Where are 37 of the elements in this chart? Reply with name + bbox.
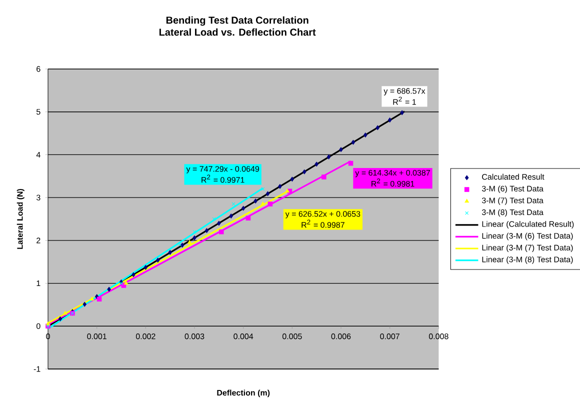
annotation: R$^{2}$ = 1 — [393, 96, 416, 105]
y-tick-label: 5 — [36, 109, 40, 115]
annotation: y = 626.52x + 0.0653 — [285, 211, 360, 218]
annotation: y = 686.57x — [384, 88, 426, 96]
x-tick-label: 0.002 — [136, 334, 156, 340]
y-axis-title: Lateral Load (N) — [16, 188, 24, 249]
legend-label: Linear (Calculated Result) — [482, 220, 574, 228]
x-tick-label: 0.005 — [282, 334, 302, 340]
annotation: y = 747.29x - 0.0649 — [186, 166, 260, 174]
y-tick-label: -1 — [34, 366, 40, 372]
chart-title: Bending Test Data Correlation — [166, 16, 308, 26]
annotation: R$^{2}$ = 0.9987 — [302, 220, 344, 228]
y-tick-label: 0 — [36, 323, 40, 329]
legend-label: Calculated Result — [482, 174, 544, 180]
y-tick-label: 1 — [36, 280, 40, 286]
x-tick-label: 0.006 — [331, 334, 351, 340]
legend-label: Linear (3-M (6) Test Data) — [482, 232, 573, 240]
legend-label: 3-M (6) Test Data — [482, 186, 544, 194]
legend-label: Linear (3-M (7) Test Data) — [482, 244, 573, 252]
x-axis-title: Deflection (m) — [217, 390, 270, 398]
y-tick-label: 6 — [36, 66, 40, 72]
annotation: R$^{2}$ = 0.9981 — [372, 178, 414, 187]
x-tick-label: 0.008 — [428, 334, 448, 340]
annotation: R$^{2}$ = 0.9971 — [202, 174, 244, 183]
x-tick-label: 0.003 — [184, 334, 204, 340]
legend-label: 3-M (8) Test Data — [482, 209, 544, 217]
y-tick-label: 2 — [36, 238, 40, 244]
y-tick-label: 3 — [36, 194, 40, 200]
x-tick-label: 0 — [46, 334, 50, 340]
x-tick-label: 0.001 — [87, 334, 106, 340]
legend-label: 3-M (7) Test Data — [482, 197, 544, 205]
x-tick-label: 0.007 — [380, 334, 400, 340]
chart-subtitle: Lateral Load vs. Deflection Chart — [159, 28, 316, 36]
y-tick-label: 4 — [36, 152, 40, 158]
x-tick-label: 0.004 — [234, 334, 254, 340]
legend-label: Linear (3-M (8) Test Data) — [482, 256, 573, 264]
annotation: y = 614.34x + 0.0387 — [355, 170, 430, 178]
